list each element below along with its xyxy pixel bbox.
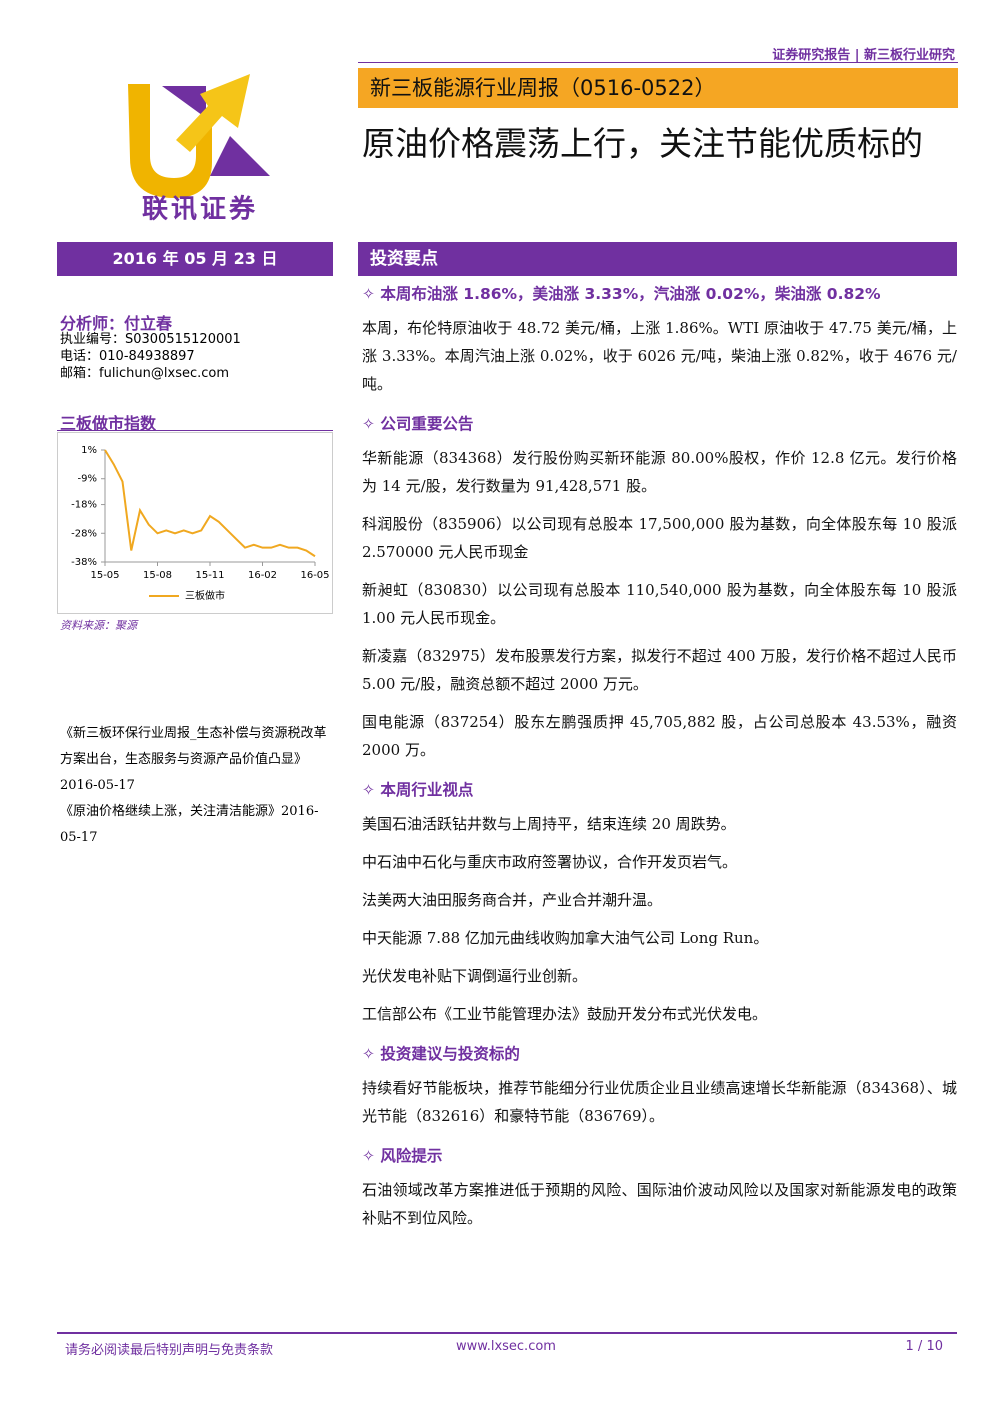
report-name: 新三板能源行业周报（0516-0522） bbox=[358, 68, 958, 108]
report-title: 原油价格震荡上行，关注节能优质标的 bbox=[362, 124, 923, 163]
contact: 执业编号：S0300515120001 电话：010-84938897 邮箱：f… bbox=[60, 331, 241, 382]
source: 资料来源：聚源 bbox=[60, 619, 137, 632]
y-tick-label: -18% bbox=[71, 500, 97, 511]
paragraph: 美国石油活跃钻井数与上周持平，结束连续 20 周跌势。 bbox=[362, 815, 736, 833]
analyst: 分析师：付立春 bbox=[60, 314, 173, 333]
date-bar: 2016 年 05 月 23 日 bbox=[57, 242, 333, 276]
x-tick-label: 15-05 bbox=[90, 570, 119, 581]
main-body: ✧ 本周布油涨 1.86%，美油涨 3.33%，汽油涨 0.02%，柴油涨 0.… bbox=[362, 278, 957, 1242]
paragraph: 华新能源（834368）发行股份购买新环能源 80.00%股权，作价 12.8 … bbox=[362, 449, 957, 495]
contact-line: 执业编号：S0300515120001 bbox=[60, 332, 241, 347]
top-right-label: 证券研究报告 | 新三板行业研究 bbox=[772, 48, 955, 63]
section-heading: ✧ 投资建议与投资标的 bbox=[362, 1045, 520, 1063]
paragraph: 持续看好节能板块，推荐节能细分行业优质企业且业绩高速增长华新能源（834368）… bbox=[362, 1079, 957, 1125]
chart-title: 三板做市指数 bbox=[60, 414, 157, 433]
paragraph: 国电能源（837254）股东左鹏强质押 45,705,882 股，占公司总股本 … bbox=[362, 713, 957, 759]
paragraph: 中石油中石化与重庆市政府签署协议，合作开发页岩气。 bbox=[362, 853, 738, 871]
section-bar: 投资要点 bbox=[358, 242, 957, 276]
related-reports: 《新三板环保行业周报_生态补偿与资源税改革方案出台，生态服务与资源产品价值凸显》… bbox=[60, 721, 332, 851]
paragraph: 光伏发电补贴下调倒逼行业创新。 bbox=[362, 967, 588, 985]
related-report: 《新三板环保行业周报_生态补偿与资源税改革方案出台，生态服务与资源产品价值凸显》… bbox=[60, 726, 327, 793]
paragraph: 石油领域改革方案推进低于预期的风险、国际油价波动风险以及国家对新能源发电的政策补… bbox=[362, 1181, 957, 1227]
chart-frame bbox=[57, 432, 333, 614]
disclaimer: 请务必阅读最后特别声明与免责条款 bbox=[65, 1343, 274, 1358]
data-line bbox=[104, 449, 316, 558]
x-tick-label: 16-05 bbox=[300, 570, 329, 581]
page-number: 1 / 10 bbox=[905, 1339, 943, 1354]
contact-line: 邮箱：fulichun@lxsec.com bbox=[60, 366, 230, 381]
paragraph: 新凌嘉（832975）发布股票发行方案，拟发行不超过 400 万股，发行价格不超… bbox=[362, 647, 957, 693]
x-tick-label: 16-02 bbox=[248, 570, 277, 581]
x-tick-label: 15-08 bbox=[143, 570, 172, 581]
section-heading: ✧ 风险提示 bbox=[362, 1147, 443, 1165]
paragraph: 本周，布伦特原油收于 48.72 美元/桶，上涨 1.86%。WTI 原油收于 … bbox=[362, 319, 957, 393]
paragraph: 工信部公布《工业节能管理办法》鼓励开发分布式光伏发电。 bbox=[362, 1005, 768, 1023]
legend-label: 三板做市 bbox=[185, 589, 225, 602]
y-tick-label: -28% bbox=[71, 528, 97, 539]
footer-rule bbox=[57, 1332, 957, 1334]
y-tick-label: -9% bbox=[78, 474, 97, 485]
x-tick-label: 15-11 bbox=[195, 570, 224, 581]
paragraph: 科润股份（835906）以公司现有总股本 17,500,000 股为基数，向全体… bbox=[362, 515, 957, 561]
section-heading: ✧ 公司重要公告 bbox=[362, 415, 474, 433]
chart: 1% -9% -18% -28% -38% 15-05 15-08 15-11 16-02 16-… bbox=[57, 432, 333, 614]
paragraph: 新昶虹（830830）以公司现有总股本 110,540,000 股为基数，向全体… bbox=[362, 581, 957, 627]
logo: 联讯证券 bbox=[128, 74, 270, 225]
section-heading: ✧ 本周布油涨 1.86%，美油涨 3.33%，汽油涨 0.02%，柴油涨 0.… bbox=[362, 285, 881, 303]
paragraph: 中天能源 7.88 亿加元曲线收购加拿大油气公司 Long Run。 bbox=[362, 929, 769, 947]
related-report: 《原油价格继续上涨，关注清洁能源》2016-05-17 bbox=[60, 804, 319, 845]
rule bbox=[57, 430, 333, 431]
logo-text: 联讯证券 bbox=[142, 195, 258, 225]
rule bbox=[358, 62, 958, 63]
y-tick-label: 1% bbox=[81, 445, 97, 456]
paragraph: 法美两大油田服务商合并，产业合并潮升温。 bbox=[362, 891, 663, 909]
contact-line: 电话：010-84938897 bbox=[60, 349, 195, 364]
website[interactable]: www.lxsec.com bbox=[456, 1339, 556, 1354]
section-heading: ✧ 本周行业视点 bbox=[362, 781, 474, 799]
y-tick-label: -38% bbox=[71, 557, 97, 568]
